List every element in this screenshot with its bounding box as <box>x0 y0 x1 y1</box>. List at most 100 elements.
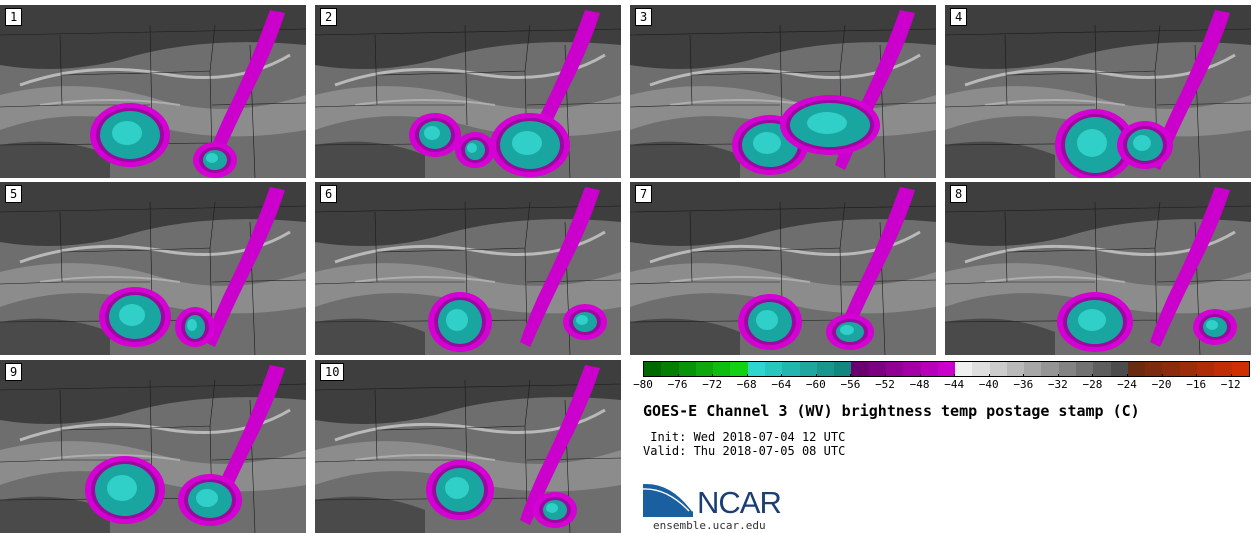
colorbar-tick-label: −24 <box>1117 378 1137 391</box>
colorbar-tick-label: −16 <box>1186 378 1207 391</box>
colorbar-segment <box>1197 362 1215 376</box>
wv-brightness-map <box>315 5 621 178</box>
colorbar-segment <box>678 362 696 376</box>
colorbar-segment <box>816 362 835 376</box>
postage-stamp-panel: 6 <box>315 182 621 355</box>
colorbar-segment <box>1179 362 1197 376</box>
postage-stamp-panel: 8 <box>945 182 1251 355</box>
wv-brightness-map <box>315 182 621 355</box>
colorbar-tick-label: −32 <box>1047 378 1068 391</box>
panel-number-label: 4 <box>950 8 968 26</box>
postage-stamp-panel: 3 <box>630 5 936 178</box>
colorbar-segment <box>885 362 904 376</box>
colorbar-tick-mark <box>643 374 644 377</box>
colorbar-segment <box>747 362 765 376</box>
colorbar-segment <box>1041 362 1059 376</box>
panel-number-label: 9 <box>5 363 23 381</box>
colorbar-tick-label: −80 <box>633 378 653 391</box>
colorbar-tick-mark <box>1127 374 1128 377</box>
colorbar-tick-label: −44 <box>944 378 965 391</box>
colorbar-tick-label: −20 <box>1151 378 1172 391</box>
wv-brightness-map <box>0 360 306 533</box>
wv-brightness-map <box>630 182 936 355</box>
colorbar-segment <box>937 362 956 376</box>
colorbar-tick-label: −56 <box>840 378 861 391</box>
wv-brightness-map <box>945 182 1251 355</box>
colorbar-segment <box>799 362 817 376</box>
colorbar-segment <box>1076 362 1094 376</box>
colorbar-tick-label: −68 <box>736 378 757 391</box>
panel-number-label: 1 <box>5 8 23 26</box>
postage-stamp-panel: 5 <box>0 182 306 355</box>
init-time: Init: Wed 2018-07-04 12 UTC <box>643 430 846 444</box>
colorbar-segment <box>989 362 1007 376</box>
postage-stamp-panel: 7 <box>630 182 936 355</box>
colorbar-tick-label: −36 <box>1013 378 1034 391</box>
colorbar-tick-mark <box>919 374 921 377</box>
colorbar-tick-mark <box>1196 374 1198 377</box>
colorbar <box>643 361 1250 377</box>
colorbar-segment <box>713 362 731 376</box>
postage-stamp-panel: 4 <box>945 5 1251 178</box>
panel-number-label: 10 <box>320 363 345 381</box>
logo-wordmark: NCAR <box>697 485 782 520</box>
colorbar-tick-mark <box>1023 374 1025 377</box>
colorbar-tick-label: −40 <box>978 378 999 391</box>
postage-stamp-panel: 2 <box>315 5 621 178</box>
colorbar-tick-label: −60 <box>805 378 826 391</box>
colorbar-segment <box>1162 362 1180 376</box>
colorbar-tick-mark <box>1230 374 1232 377</box>
postage-stamp-panel: 10 <box>315 360 621 533</box>
panel-number-label: 3 <box>635 8 653 26</box>
colorbar-tick-label: −52 <box>875 378 895 391</box>
colorbar-segment <box>903 362 921 376</box>
colorbar-segment <box>851 362 869 376</box>
panel-number-label: 8 <box>950 185 968 203</box>
colorbar-tick-mark <box>781 374 783 377</box>
postage-stamp-panel: 9 <box>0 360 306 533</box>
colorbar-segment <box>1024 362 1042 376</box>
colorbar-segment <box>1006 362 1025 376</box>
wv-brightness-map <box>315 360 621 533</box>
wv-brightness-map <box>945 5 1251 178</box>
colorbar-tick-mark <box>954 374 956 377</box>
colorbar-tick-mark <box>815 374 817 377</box>
colorbar-segment <box>764 362 783 376</box>
wv-brightness-map <box>630 5 936 178</box>
wv-brightness-map <box>0 5 306 178</box>
colorbar-segment <box>1145 362 1163 376</box>
colorbar-segment <box>661 362 679 376</box>
panel-number-label: 2 <box>320 8 338 26</box>
colorbar-segment <box>644 362 662 376</box>
colorbar-tick-mark <box>677 374 679 377</box>
colorbar-segment <box>1058 362 1077 376</box>
panel-number-label: 6 <box>320 185 338 203</box>
colorbar-segment <box>834 362 852 376</box>
colorbar-tick-label: −12 <box>1220 378 1241 391</box>
panel-number-label: 7 <box>635 185 653 203</box>
colorbar-segment <box>1214 362 1232 376</box>
colorbar-tick-label: −72 <box>702 378 723 391</box>
colorbar-segment <box>868 362 886 376</box>
colorbar-tick-label: −48 <box>909 378 930 391</box>
colorbar-ticks: −80 −76 −72 −68 −64 −60 −56 −52 −48 −44 −40 −36 −32 −… <box>633 374 1248 393</box>
colorbar-segment <box>920 362 938 376</box>
colorbar-segment <box>1127 362 1146 376</box>
colorbar-segment <box>1093 362 1111 376</box>
colorbar-segment <box>695 362 714 376</box>
colorbar-segment <box>1110 362 1128 376</box>
colorbar-tick-mark <box>885 374 886 377</box>
colorbar-segment <box>1231 362 1249 376</box>
colorbar-tick-label: −28 <box>1082 378 1103 391</box>
ncar-logo-icon <box>643 481 694 517</box>
colorbar-tick-mark <box>850 374 852 377</box>
colorbar-tick-label: −64 <box>771 378 792 391</box>
colorbar-segment <box>782 362 800 376</box>
figure-title: GOES-E Channel 3 (WV) brightness temp po… <box>643 402 1140 420</box>
colorbar-tick-mark <box>988 374 990 377</box>
colorbar-segment <box>955 362 973 376</box>
colorbar-tick-label: −76 <box>667 378 688 391</box>
colorbar-tick-mark <box>746 374 748 377</box>
colorbar-tick-mark <box>1092 374 1094 377</box>
colorbar-tick-mark <box>1161 374 1163 377</box>
